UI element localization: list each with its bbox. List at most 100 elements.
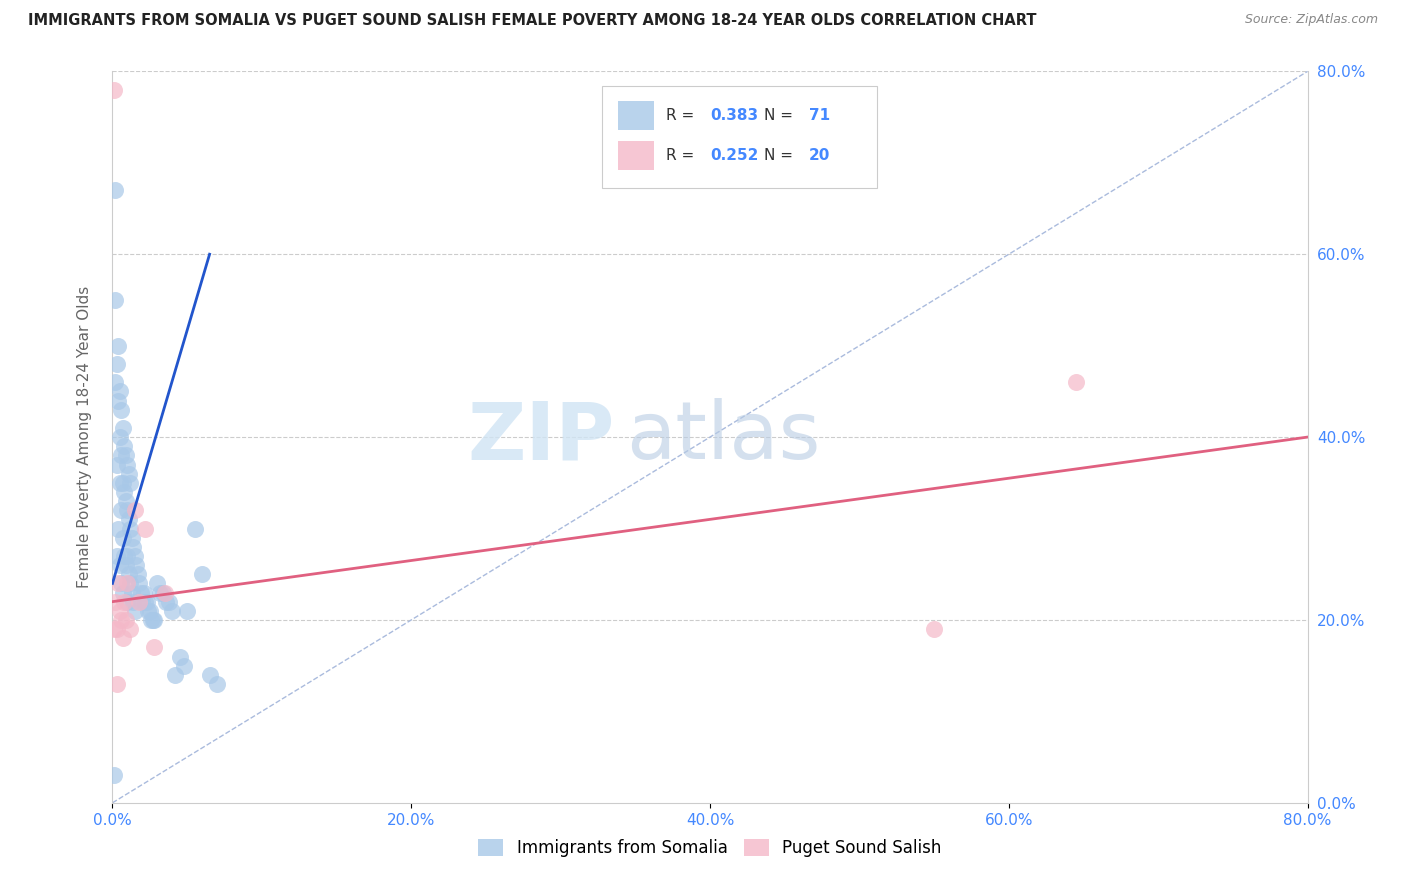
Point (198, 667, 221, 681)
Point (103, 82, 125, 96)
Point (107, 576, 129, 591)
Text: Source: ZipAtlas.com: Source: ZipAtlas.com (1244, 13, 1378, 27)
Point (183, 521, 205, 535)
Point (110, 576, 132, 591)
Point (105, 549, 128, 563)
Point (138, 604, 160, 618)
Point (114, 549, 135, 563)
Point (120, 576, 142, 591)
Point (122, 540, 145, 554)
Point (125, 558, 148, 573)
Point (103, 622, 125, 636)
Text: 0.383: 0.383 (710, 108, 758, 123)
Point (124, 604, 146, 618)
Point (110, 448, 132, 462)
Point (128, 576, 150, 591)
Point (110, 613, 132, 627)
Text: atlas: atlas (627, 398, 821, 476)
Point (122, 594, 145, 608)
Point (165, 667, 187, 681)
Text: N =: N = (763, 108, 797, 123)
Point (118, 512, 141, 526)
Point (111, 421, 134, 435)
Point (127, 567, 149, 582)
Point (120, 475, 142, 490)
Point (157, 594, 180, 608)
Point (110, 402, 132, 417)
Point (141, 613, 163, 627)
Point (104, 594, 127, 608)
Text: 71: 71 (810, 108, 831, 123)
Text: N =: N = (763, 148, 797, 163)
Point (108, 475, 131, 490)
Point (142, 613, 165, 627)
Point (176, 604, 198, 618)
Point (108, 384, 131, 399)
Point (121, 585, 143, 599)
Point (104, 293, 127, 307)
Point (169, 649, 191, 664)
Point (103, 768, 125, 782)
Point (117, 458, 139, 472)
Point (155, 594, 177, 608)
Point (115, 558, 138, 573)
Point (121, 531, 143, 545)
Point (134, 594, 156, 608)
Point (128, 594, 150, 608)
Text: R =: R = (666, 108, 699, 123)
Point (110, 503, 132, 517)
Point (117, 594, 139, 608)
Point (120, 521, 142, 535)
Point (105, 458, 128, 472)
Point (107, 338, 129, 352)
Point (111, 475, 134, 490)
Point (114, 439, 135, 453)
Point (135, 594, 157, 608)
Point (153, 585, 176, 599)
Point (131, 594, 153, 608)
Point (117, 503, 139, 517)
Point (107, 393, 129, 408)
Point (205, 677, 228, 691)
Point (111, 632, 134, 646)
Point (115, 448, 138, 462)
Point (105, 677, 128, 691)
Point (143, 640, 166, 655)
Text: 20: 20 (810, 148, 831, 163)
Point (118, 467, 141, 481)
Point (162, 604, 183, 618)
Point (111, 585, 134, 599)
Point (118, 567, 141, 582)
FancyBboxPatch shape (619, 141, 654, 170)
Text: R =: R = (666, 148, 699, 163)
Point (152, 585, 174, 599)
Text: ZIP: ZIP (467, 398, 614, 476)
Point (117, 576, 139, 591)
Point (105, 622, 128, 636)
Point (120, 622, 142, 636)
Y-axis label: Female Poverty Among 18-24 Year Olds: Female Poverty Among 18-24 Year Olds (77, 286, 91, 588)
Point (134, 521, 156, 535)
Point (139, 604, 162, 618)
Point (111, 531, 134, 545)
Point (124, 549, 146, 563)
Point (108, 430, 131, 444)
Point (173, 658, 195, 673)
Point (117, 549, 139, 563)
Point (104, 183, 127, 197)
Point (115, 494, 138, 508)
Point (114, 485, 135, 500)
Point (108, 558, 131, 573)
Point (114, 594, 135, 608)
Point (922, 622, 945, 636)
Point (105, 357, 128, 371)
Point (104, 375, 127, 389)
Point (115, 613, 138, 627)
FancyBboxPatch shape (603, 86, 877, 188)
Point (143, 613, 166, 627)
Point (146, 576, 169, 591)
Point (124, 503, 146, 517)
Point (129, 585, 152, 599)
Point (149, 585, 172, 599)
Point (132, 585, 155, 599)
